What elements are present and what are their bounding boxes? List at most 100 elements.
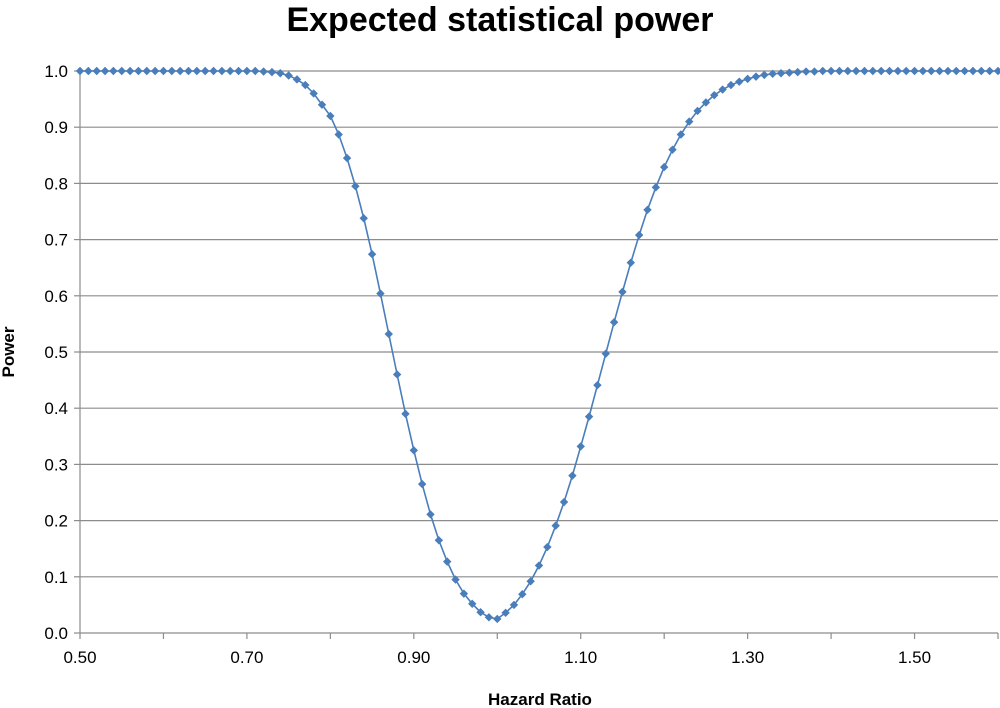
data-point: [84, 66, 93, 76]
data-point: [326, 111, 335, 121]
data-point: [276, 69, 285, 78]
data-point: [609, 318, 619, 327]
x-tick-label: 0.50: [63, 648, 96, 667]
data-point: [876, 66, 886, 76]
data-point: [710, 90, 719, 100]
chart-title: Expected statistical power: [286, 1, 714, 39]
data-point: [317, 100, 327, 109]
y-tick-label: 0.0: [44, 624, 68, 643]
data-point: [793, 67, 802, 77]
data-point: [142, 66, 151, 76]
data-point: [100, 66, 110, 76]
data-point: [927, 66, 936, 76]
data-point: [501, 608, 510, 617]
data-point: [301, 80, 310, 90]
data-point: [659, 162, 669, 172]
data-point: [760, 70, 769, 80]
data-point: [476, 608, 485, 617]
data-point: [584, 412, 594, 421]
data-point: [401, 409, 410, 419]
data-point: [251, 66, 260, 76]
data-point: [693, 106, 702, 116]
data-point: [851, 66, 861, 76]
x-tick-label: 1.30: [731, 648, 764, 667]
data-point: [776, 69, 786, 78]
data-point: [267, 67, 277, 77]
data-point: [451, 575, 460, 584]
data-point: [150, 66, 160, 76]
x-tick-label: 1.50: [898, 648, 931, 667]
x-tick-label: 0.70: [230, 648, 263, 667]
data-point: [309, 89, 318, 98]
data-point: [117, 66, 126, 76]
y-tick-label: 1.0: [44, 62, 68, 81]
power-series: [75, 66, 1000, 624]
data-point: [785, 68, 794, 77]
data-point: [801, 67, 811, 76]
data-point: [893, 66, 903, 76]
data-point: [768, 69, 777, 79]
data-point: [359, 214, 368, 223]
data-point: [943, 66, 953, 76]
data-point: [109, 66, 118, 76]
y-tick-label: 0.9: [44, 118, 68, 137]
data-point: [676, 130, 686, 139]
data-point: [459, 589, 469, 598]
data-point: [701, 98, 711, 107]
data-point: [509, 600, 519, 610]
data-point: [902, 66, 911, 76]
data-point: [935, 66, 944, 76]
x-tick-label: 1.10: [564, 648, 597, 667]
data-point: [977, 66, 986, 76]
data-point: [409, 446, 419, 455]
data-point: [226, 66, 235, 76]
data-point: [175, 66, 185, 76]
data-point: [685, 117, 694, 126]
gridlines: [80, 70, 998, 578]
data-point: [601, 349, 610, 358]
data-point: [960, 66, 969, 76]
data-point: [860, 66, 869, 76]
data-point: [593, 380, 602, 390]
data-point: [626, 258, 635, 267]
data-point: [726, 80, 736, 90]
data-point: [526, 577, 535, 586]
data-point: [518, 590, 527, 599]
data-point: [568, 471, 577, 480]
data-point: [284, 71, 293, 80]
y-tick-label: 0.8: [44, 174, 68, 193]
data-point: [559, 497, 569, 507]
data-point: [484, 613, 494, 622]
data-point: [534, 561, 544, 570]
data-point: [392, 370, 402, 379]
data-point: [543, 542, 552, 552]
data-point: [351, 182, 360, 191]
data-point: [751, 72, 761, 81]
data-point: [292, 75, 302, 84]
data-point: [818, 66, 827, 76]
data-point: [242, 66, 252, 76]
data-point: [835, 66, 844, 76]
data-point: [259, 67, 268, 76]
y-tick-label: 0.6: [44, 287, 68, 306]
data-point: [985, 66, 994, 76]
data-point: [159, 66, 168, 76]
tick-labels: 0.0 0.1 0.2 0.3 0.4 0.5 0.6 0.7 0.8 0.9 1.0 0.50 0.7…: [44, 62, 931, 667]
data-point: [125, 66, 135, 76]
data-point: [576, 442, 585, 451]
y-tick-label: 0.3: [44, 455, 68, 474]
data-point: [735, 77, 744, 86]
data-point: [993, 66, 1000, 76]
data-point: [334, 130, 343, 139]
data-point: [634, 230, 644, 240]
data-point: [618, 287, 627, 297]
data-point: [810, 67, 819, 76]
data-point: [376, 289, 385, 298]
data-point: [918, 66, 928, 76]
axes: [74, 70, 999, 639]
data-point: [826, 66, 836, 76]
y-tick-label: 0.5: [44, 343, 68, 362]
y-tick-label: 0.4: [44, 399, 68, 418]
data-point: [217, 66, 227, 76]
data-point: [184, 66, 193, 76]
